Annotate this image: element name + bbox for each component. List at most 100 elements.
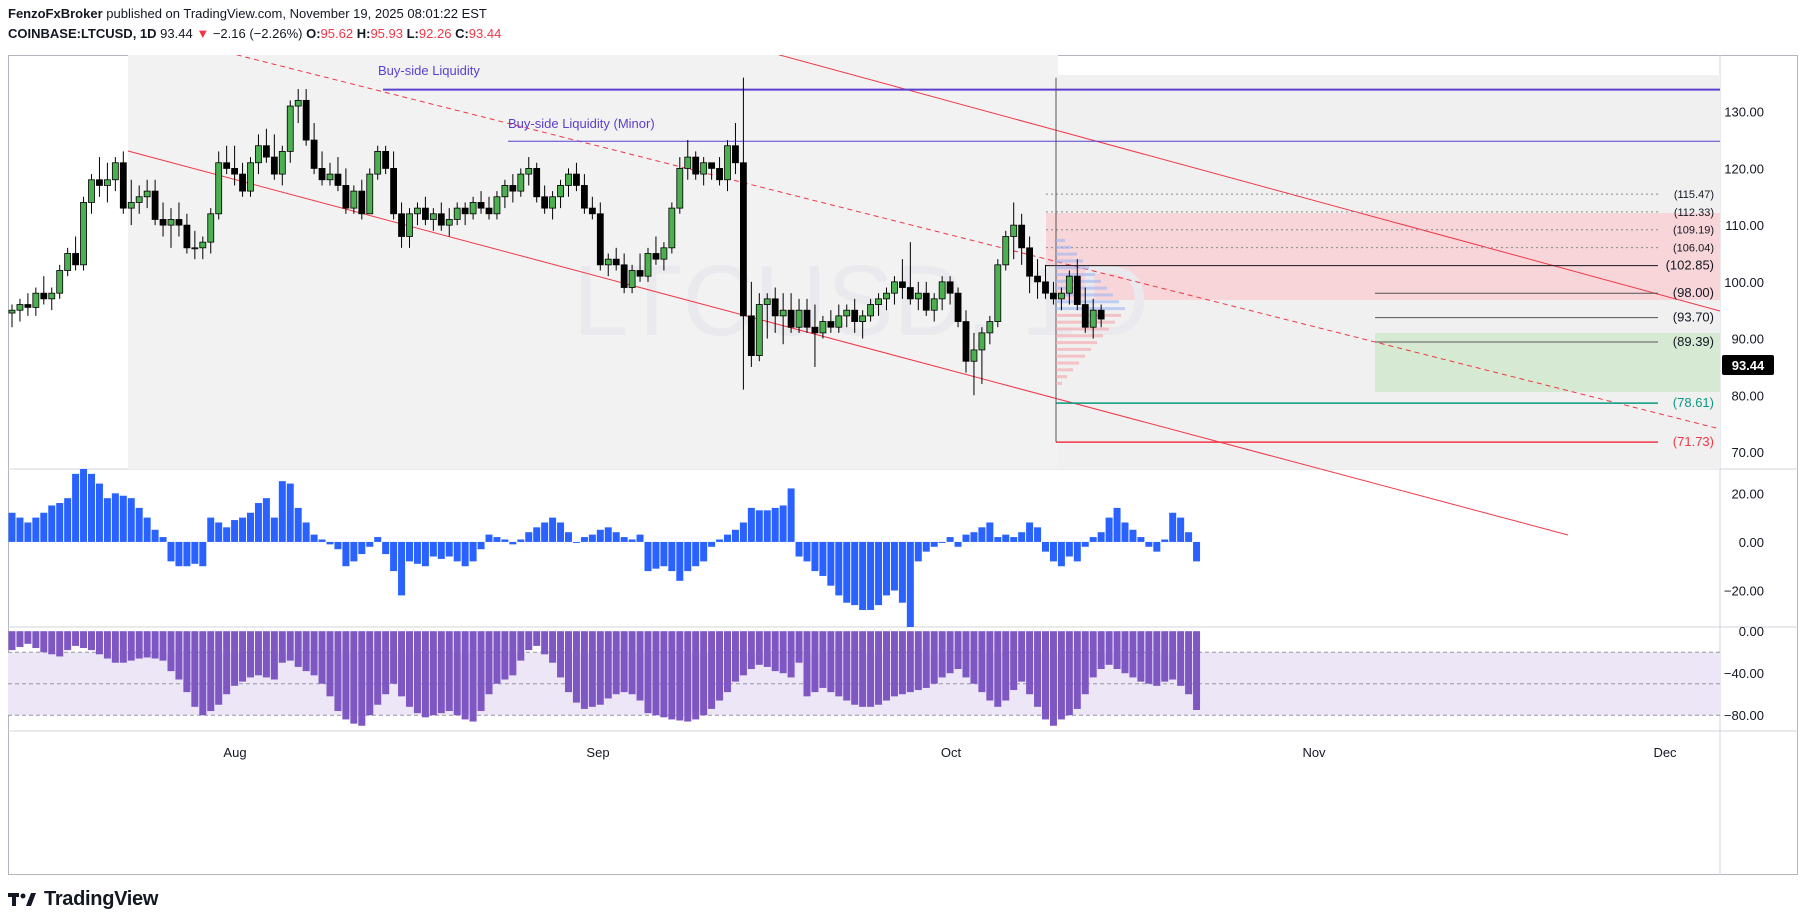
candle[interactable] [453, 202, 461, 226]
candle[interactable] [398, 202, 405, 248]
candle[interactable] [930, 293, 938, 322]
candle[interactable] [493, 191, 501, 220]
candle[interactable] [986, 315, 994, 345]
candle[interactable] [533, 162, 541, 203]
candle[interactable] [175, 202, 183, 237]
candle[interactable] [191, 230, 199, 260]
candle[interactable] [628, 264, 636, 294]
candle[interactable] [501, 179, 509, 209]
candle[interactable] [1026, 236, 1033, 294]
candle[interactable] [342, 168, 350, 214]
chart-canvas[interactable]: LTCUSD, 1D (115.47)(112.33)(109.19)(106.… [8, 55, 1798, 875]
candle[interactable] [962, 310, 970, 373]
candle[interactable] [72, 236, 79, 271]
candle[interactable] [64, 247, 72, 277]
x-axis[interactable]: Aug Sep Oct Nov Dec [223, 745, 1677, 760]
candle[interactable] [374, 145, 382, 180]
candle[interactable] [199, 236, 207, 260]
candle[interactable] [652, 236, 660, 265]
candle[interactable] [326, 162, 334, 186]
candle[interactable] [859, 310, 867, 339]
channel-mid-line[interactable] [158, 55, 1721, 430]
candle[interactable] [716, 157, 723, 186]
candle[interactable] [835, 304, 843, 333]
candle[interactable] [270, 134, 278, 180]
candle[interactable] [708, 162, 715, 180]
candle[interactable] [239, 162, 246, 197]
candle[interactable] [549, 191, 556, 220]
candle[interactable] [938, 276, 946, 311]
symbol-label[interactable]: COINBASE:LTCUSD, 1D [8, 26, 157, 41]
candle[interactable] [573, 162, 580, 192]
candle[interactable] [747, 281, 755, 367]
candle[interactable] [787, 293, 795, 333]
candle[interactable] [1073, 259, 1081, 311]
candle[interactable] [485, 196, 493, 220]
candle[interactable] [763, 293, 771, 339]
candle[interactable] [350, 185, 358, 214]
candle[interactable] [358, 179, 366, 220]
candle[interactable] [525, 157, 533, 186]
candle[interactable] [104, 162, 111, 203]
candle[interactable] [660, 242, 668, 271]
candle[interactable] [795, 298, 803, 333]
candle[interactable] [80, 196, 87, 271]
candle[interactable] [851, 298, 859, 333]
candle[interactable] [827, 310, 835, 333]
candle[interactable] [215, 151, 223, 220]
candle[interactable] [676, 157, 684, 214]
candle[interactable] [135, 185, 143, 214]
candle[interactable] [88, 174, 95, 214]
candle[interactable] [875, 293, 882, 316]
candle[interactable] [366, 168, 374, 215]
candle[interactable] [223, 145, 231, 175]
candle[interactable] [1050, 281, 1057, 305]
candle[interactable] [159, 202, 167, 237]
candle[interactable] [1081, 287, 1089, 333]
candle[interactable] [891, 276, 898, 305]
candle[interactable] [414, 202, 421, 226]
candle[interactable] [604, 253, 612, 277]
candle[interactable] [56, 264, 64, 299]
candle[interactable] [445, 208, 453, 237]
y-axis[interactable]: 130.00 120.00 110.00 100.00 90.00 80.00 70.00 2… [1724, 105, 1764, 724]
candle[interactable] [1010, 202, 1018, 260]
candle[interactable] [1018, 213, 1026, 265]
candle[interactable] [1089, 298, 1097, 339]
candle[interactable] [819, 315, 827, 339]
candle[interactable] [612, 247, 620, 271]
candle[interactable] [119, 151, 127, 214]
candle[interactable] [16, 298, 24, 322]
candle[interactable] [390, 151, 398, 220]
candle[interactable] [294, 89, 302, 124]
candle[interactable] [914, 281, 922, 311]
candle[interactable] [231, 145, 239, 186]
candle[interactable] [588, 196, 596, 220]
candle[interactable] [207, 208, 215, 254]
candle[interactable] [111, 157, 119, 192]
candle[interactable] [421, 196, 429, 226]
candle[interactable] [724, 140, 731, 192]
candle[interactable] [1058, 287, 1065, 311]
candle[interactable] [668, 202, 676, 254]
candle[interactable] [843, 304, 851, 328]
candle[interactable] [127, 179, 135, 226]
candle[interactable] [429, 208, 437, 231]
candle[interactable] [302, 89, 310, 146]
candle[interactable] [581, 174, 588, 214]
annotation-buy-side-liquidity[interactable]: Buy-side Liquidity [378, 63, 480, 78]
candle[interactable] [620, 253, 628, 294]
candle[interactable] [437, 202, 445, 231]
candle[interactable] [310, 123, 318, 175]
candle[interactable] [883, 287, 890, 311]
candle[interactable] [899, 259, 906, 299]
candle[interactable] [541, 185, 549, 214]
candle[interactable] [509, 174, 517, 203]
candle[interactable] [278, 145, 286, 186]
candle[interactable] [811, 304, 819, 367]
candle[interactable] [596, 202, 604, 271]
candle[interactable] [954, 287, 962, 328]
candle[interactable] [684, 140, 692, 180]
candle[interactable] [8, 304, 16, 328]
candle[interactable] [247, 157, 254, 197]
